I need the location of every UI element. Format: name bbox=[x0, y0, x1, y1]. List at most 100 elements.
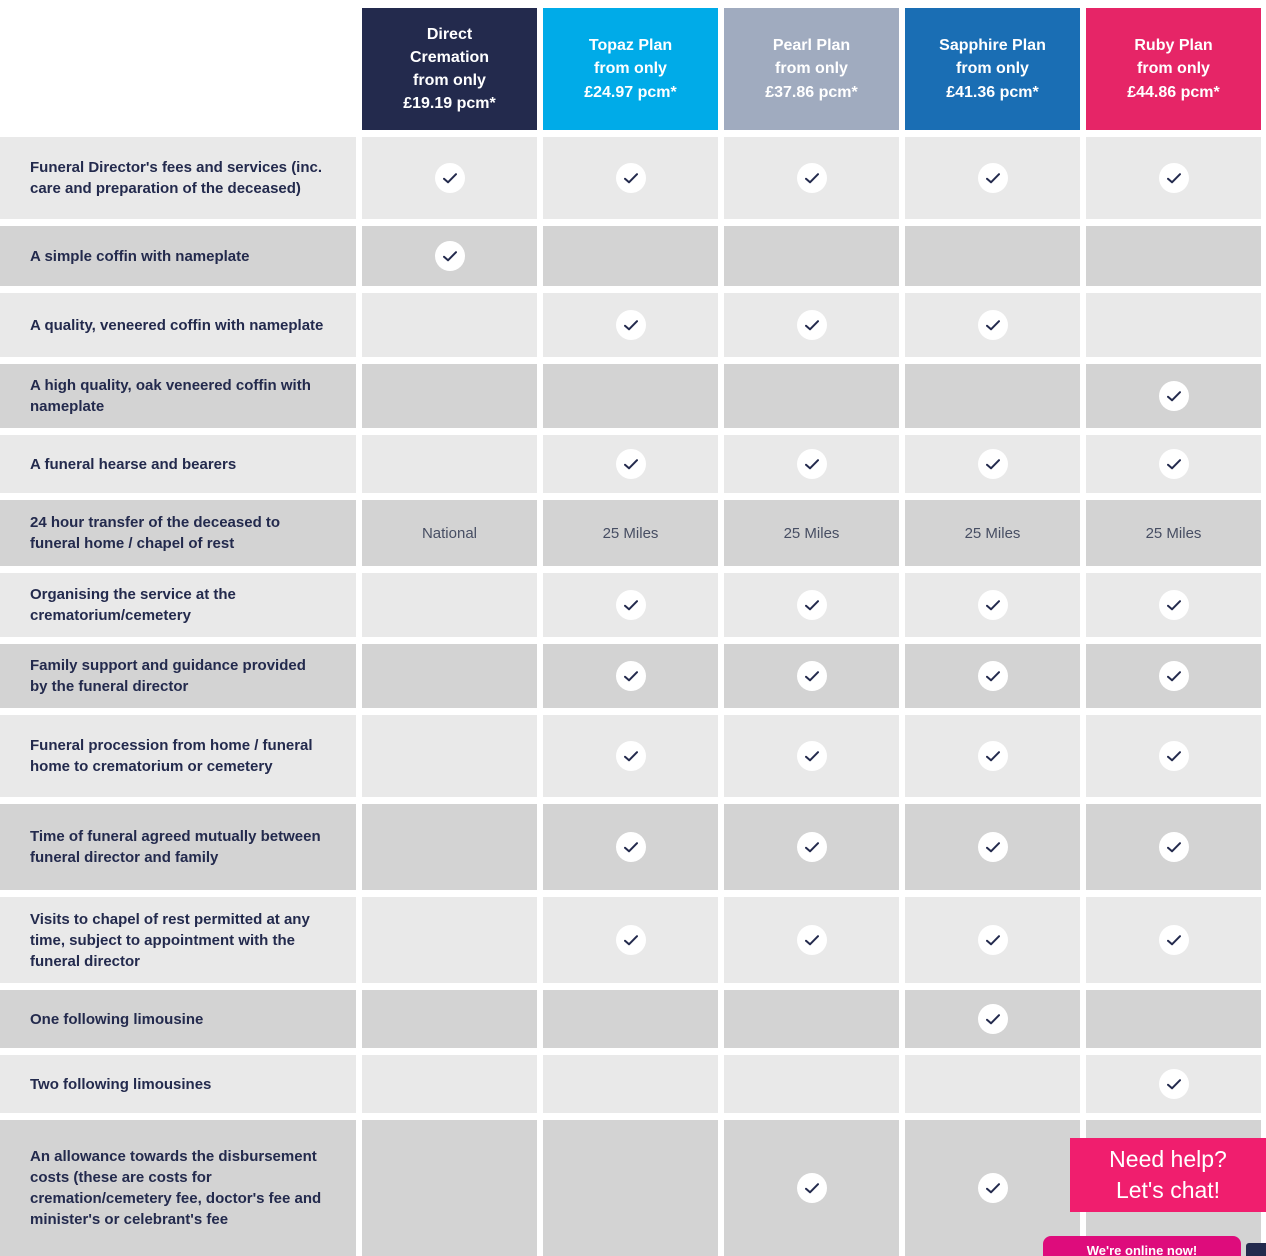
check-icon bbox=[977, 449, 1008, 479]
plan-name: Ruby Plan bbox=[1134, 37, 1213, 55]
plan-cell bbox=[724, 804, 899, 890]
feature-label: Funeral procession from home / funeral h… bbox=[0, 715, 356, 797]
plan-cell bbox=[905, 897, 1080, 983]
plan-cell bbox=[905, 990, 1080, 1048]
plan-cell bbox=[905, 804, 1080, 890]
plan-cell-empty bbox=[905, 226, 1080, 286]
check-icon bbox=[434, 241, 465, 271]
plan-cell bbox=[543, 293, 718, 357]
check-icon bbox=[796, 310, 827, 340]
check-icon bbox=[796, 163, 827, 193]
plan-column-header: Topaz Plan from only £24.97 pcm* bbox=[543, 8, 718, 130]
plan-cell-empty bbox=[1086, 990, 1261, 1048]
chat-prompt-line2: Let's chat! bbox=[1115, 1177, 1221, 1203]
chat-online-badge[interactable]: We're online now! bbox=[1043, 1236, 1241, 1256]
plan-cell-empty bbox=[905, 364, 1080, 428]
plan-column-header: Pearl Plan from only £37.86 pcm* bbox=[724, 8, 899, 130]
chat-launcher-icon[interactable] bbox=[1246, 1243, 1266, 1256]
plan-cell-empty bbox=[543, 226, 718, 286]
plan-column-header: Direct Cremation from only £19.19 pcm* bbox=[362, 8, 537, 130]
feature-label: A simple coffin with nameplate bbox=[0, 226, 356, 286]
plan-name: Sapphire Plan bbox=[939, 37, 1046, 55]
plan-cell bbox=[1086, 137, 1261, 219]
plan-column-header: Sapphire Plan from only £41.36 pcm* bbox=[905, 8, 1080, 130]
plan-cell bbox=[1086, 573, 1261, 637]
feature-label: Two following limousines bbox=[0, 1055, 356, 1113]
plan-cell-empty bbox=[362, 644, 537, 708]
plan-cell bbox=[1086, 1055, 1261, 1113]
plan-cell-empty bbox=[724, 364, 899, 428]
plan-cell-empty bbox=[362, 293, 537, 357]
check-icon bbox=[977, 661, 1008, 691]
check-icon bbox=[977, 1173, 1008, 1203]
check-icon bbox=[1158, 381, 1189, 411]
feature-label: A high quality, oak veneered coffin with… bbox=[0, 364, 356, 428]
plan-cell bbox=[724, 1120, 899, 1256]
plan-cell-empty bbox=[1086, 226, 1261, 286]
plan-cell-empty bbox=[724, 1055, 899, 1113]
plan-cell bbox=[905, 137, 1080, 219]
plan-tagline: from only bbox=[1137, 60, 1210, 78]
plan-cell-empty bbox=[362, 364, 537, 428]
plan-cell bbox=[724, 293, 899, 357]
plan-cell-text: National bbox=[362, 500, 537, 566]
plan-cell bbox=[905, 644, 1080, 708]
feature-label: Family support and guidance provided by … bbox=[0, 644, 356, 708]
check-icon bbox=[796, 925, 827, 955]
feature-label: Time of funeral agreed mutually between … bbox=[0, 804, 356, 890]
chat-prompt-line1: Need help? bbox=[1109, 1145, 1227, 1172]
plan-cell bbox=[724, 137, 899, 219]
plan-cell bbox=[543, 897, 718, 983]
plan-cell-empty bbox=[543, 1120, 718, 1256]
check-icon bbox=[1158, 832, 1189, 862]
check-icon bbox=[796, 449, 827, 479]
plan-cell-empty bbox=[362, 435, 537, 493]
check-icon bbox=[615, 741, 646, 771]
check-icon bbox=[1158, 163, 1189, 193]
plan-price: £41.36 pcm* bbox=[946, 83, 1039, 101]
plan-tagline: from only bbox=[413, 72, 486, 89]
plan-cell-empty bbox=[543, 990, 718, 1048]
plan-cell bbox=[1086, 804, 1261, 890]
plan-cell bbox=[543, 137, 718, 219]
plan-cell-empty bbox=[362, 804, 537, 890]
check-icon bbox=[615, 310, 646, 340]
plan-cell-empty bbox=[362, 990, 537, 1048]
plan-tagline: from only bbox=[775, 60, 848, 78]
check-icon bbox=[977, 590, 1008, 620]
plan-cell bbox=[362, 226, 537, 286]
plan-price: £37.86 pcm* bbox=[765, 83, 858, 101]
chat-prompt[interactable]: Need help? Let's chat! bbox=[1070, 1138, 1266, 1212]
check-icon bbox=[796, 741, 827, 771]
plan-cell-text: 25 Miles bbox=[543, 500, 718, 566]
plan-cell-empty bbox=[362, 1055, 537, 1113]
check-icon bbox=[977, 741, 1008, 771]
plan-column-header: Ruby Plan from only £44.86 pcm* bbox=[1086, 8, 1261, 130]
plan-cell bbox=[724, 715, 899, 797]
plan-cell bbox=[724, 897, 899, 983]
plan-price: £19.19 pcm* bbox=[403, 95, 496, 113]
plan-cell bbox=[362, 137, 537, 219]
plan-cell bbox=[543, 573, 718, 637]
plan-cell bbox=[543, 435, 718, 493]
plan-cell bbox=[724, 435, 899, 493]
plan-cell-empty bbox=[362, 897, 537, 983]
check-icon bbox=[977, 832, 1008, 862]
check-icon bbox=[977, 1004, 1008, 1034]
check-icon bbox=[1158, 741, 1189, 771]
plan-cell bbox=[724, 573, 899, 637]
plan-cell bbox=[1086, 364, 1261, 428]
plan-cell-empty bbox=[724, 226, 899, 286]
plan-cell-empty bbox=[362, 1120, 537, 1256]
plan-cell-empty bbox=[905, 1055, 1080, 1113]
check-icon bbox=[796, 832, 827, 862]
feature-label: An allowance towards the disbursement co… bbox=[0, 1120, 356, 1256]
plan-cell bbox=[1086, 435, 1261, 493]
plan-cell bbox=[543, 804, 718, 890]
check-icon bbox=[615, 449, 646, 479]
plan-cell bbox=[1086, 715, 1261, 797]
check-icon bbox=[615, 163, 646, 193]
plan-cell bbox=[1086, 644, 1261, 708]
plan-cell-text: 25 Miles bbox=[724, 500, 899, 566]
